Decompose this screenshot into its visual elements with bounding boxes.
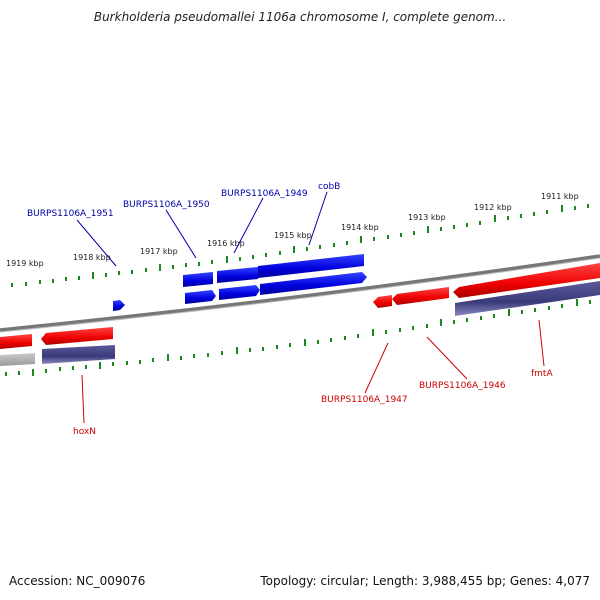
cds-bar[interactable] bbox=[0, 353, 35, 366]
gene-label-burps1106a-1947[interactable]: BURPS1106A_1947 bbox=[321, 395, 408, 405]
gene-arrow[interactable] bbox=[392, 287, 449, 305]
gene-arrow[interactable] bbox=[373, 295, 392, 308]
tick-label: 1914 kbp bbox=[341, 223, 379, 232]
gene-label-fmtA[interactable]: fmtA bbox=[531, 369, 553, 379]
map-title: Burkholderia pseudomallei 1106a chromoso… bbox=[93, 10, 507, 24]
gene-arrow[interactable] bbox=[185, 290, 216, 304]
tick-label: 1918 kbp bbox=[73, 253, 111, 262]
gene-arrow[interactable] bbox=[260, 272, 367, 295]
gene-label-burps1106a-1950[interactable]: BURPS1106A_1950 bbox=[123, 200, 210, 210]
gene-arrow[interactable] bbox=[219, 285, 260, 300]
gene-label-burps1106a-1946[interactable]: BURPS1106A_1946 bbox=[419, 381, 506, 391]
gene-arrow[interactable] bbox=[0, 334, 32, 349]
gene-arrow[interactable] bbox=[113, 300, 125, 311]
gene-arrow[interactable] bbox=[41, 327, 113, 345]
tick-label: 1917 kbp bbox=[140, 247, 178, 256]
lower-tick-track bbox=[5, 299, 591, 376]
gene-label-burps1106a-1949[interactable]: BURPS1106A_1949 bbox=[221, 189, 308, 199]
leader-lines bbox=[76, 191, 545, 424]
tick-label: 1912 kbp bbox=[474, 203, 512, 212]
chromosome-backbone bbox=[0, 254, 600, 332]
gene-arrow[interactable] bbox=[183, 272, 213, 287]
gene-arrow[interactable] bbox=[217, 267, 258, 283]
gene-label-burps1106a-1951[interactable]: BURPS1106A_1951 bbox=[27, 209, 114, 219]
tick-label: 1911 kbp bbox=[541, 192, 579, 201]
gene-label-hoxN[interactable]: hoxN bbox=[73, 427, 96, 437]
upper-tick-track bbox=[11, 204, 589, 287]
tick-label: 1919 kbp bbox=[6, 259, 44, 268]
gene-arrow[interactable] bbox=[258, 254, 364, 278]
tick-label: 1915 kbp bbox=[274, 231, 312, 240]
cds-bar[interactable] bbox=[455, 281, 600, 316]
gene-arrow[interactable] bbox=[453, 263, 600, 298]
genome-summary-text: Topology: circular; Length: 3,988,455 bp… bbox=[260, 574, 590, 588]
tick-label: 1916 kbp bbox=[207, 239, 245, 248]
gene-label-cobB[interactable]: cobB bbox=[318, 182, 340, 192]
reverse-genes bbox=[0, 263, 600, 366]
accession-text: Accession: NC_009076 bbox=[9, 574, 146, 588]
cds-bar[interactable] bbox=[42, 345, 115, 364]
tick-label: 1913 kbp bbox=[408, 213, 446, 222]
forward-genes bbox=[113, 254, 367, 311]
